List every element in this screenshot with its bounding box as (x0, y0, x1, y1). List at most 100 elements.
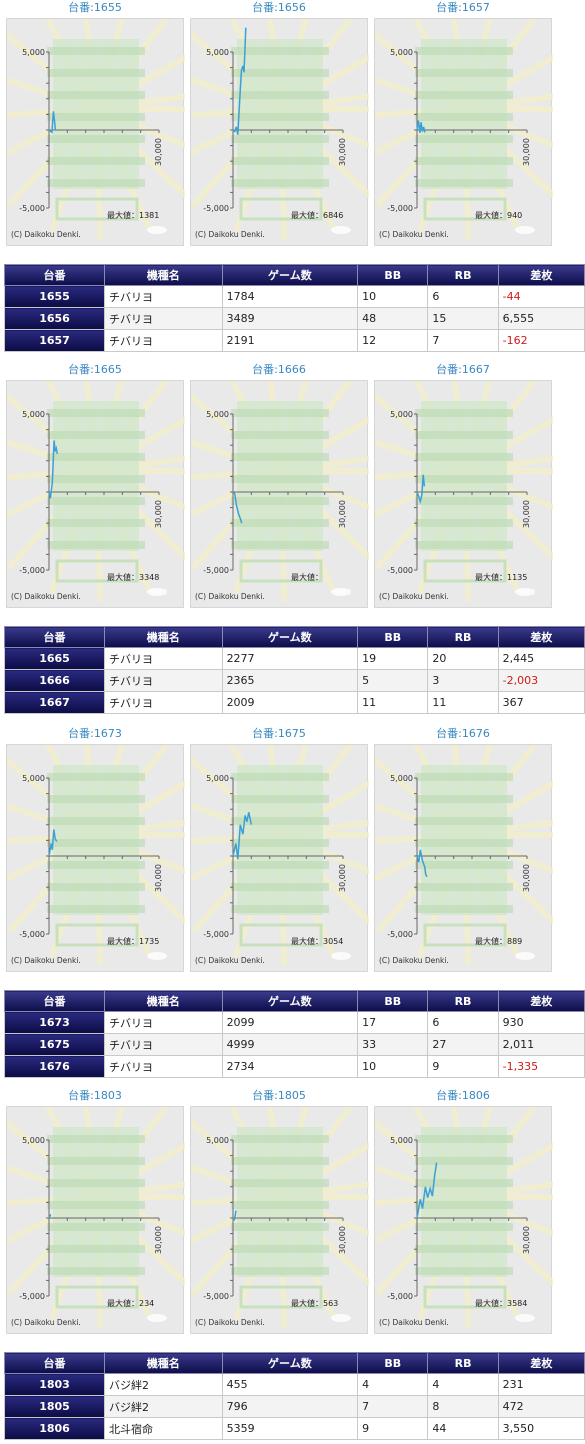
copyright-label: (C) Daikoku Denki. (195, 956, 265, 965)
chart-row: 台番:1655 5,000 -5,000 30,000 最大値：1381 (C) Daik… (0, 0, 585, 250)
chart-panel: 5,000 -5,000 30,000 最大値：3584 (C) Daikoku Den… (374, 1106, 553, 1334)
chart-panel: 5,000 -5,000 30,000 最大値：234 (C) Daikoku Denk… (6, 1106, 185, 1334)
axes (414, 51, 528, 209)
x-tick-label: 30,000 (338, 138, 347, 166)
table-cell: 7 (357, 1395, 429, 1418)
copyright-label: (C) Daikoku Denki. (379, 956, 449, 965)
column-header: ゲーム数 (221, 1352, 359, 1374)
results-table: 台番 機種名 ゲーム数 BB RB 差枚 1655 チバリヨ 1784 10 6 -44 1656 チバリ… (3, 264, 585, 352)
table-cell: チバリヨ (104, 1055, 223, 1078)
max-value-label: 最大値：563 (291, 1298, 338, 1308)
slump-chart: 台番:1675 5,000 -5,000 30,000 最大値：3054 (C) Daik… (187, 726, 371, 974)
results-table: 台番 機種名 ゲーム数 BB RB 差枚 1673 チバリヨ 2099 17 6 930 1675 チバリ… (3, 990, 585, 1078)
table-header-row: 台番 機種名 ゲーム数 BB RB 差枚 (3, 626, 585, 648)
table-cell: 12 (357, 329, 429, 352)
chart-row: 台番:1803 5,000 -5,000 30,000 最大値：234 (C) Daiko… (0, 1088, 585, 1338)
table-cell: -44 (497, 285, 585, 308)
table-cell: 4 (427, 1373, 499, 1396)
table-cell: 48 (357, 307, 429, 330)
y-tick-label: 5,000 (390, 410, 413, 419)
chart-svg: 5,000 -5,000 30,000 最大値：940 (C) Daikoku Denk… (375, 19, 553, 240)
chart-panel: 5,000 -5,000 30,000 最大値：1381 (C) Daikoku Den… (6, 18, 185, 246)
table-cell: 367 (497, 691, 585, 714)
max-value-label: 最大値：3054 (291, 936, 343, 946)
y-tick-label: -5,000 (19, 566, 45, 575)
y-tick-label: -5,000 (203, 566, 229, 575)
table-cell: 9 (427, 1055, 499, 1078)
table-cell: 6,555 (497, 307, 585, 330)
table-cell: チバリヨ (104, 647, 223, 670)
table-row: 1655 チバリヨ 1784 10 6 -44 (3, 285, 585, 308)
series-line (416, 849, 428, 878)
column-header: RB (427, 990, 499, 1012)
table-cell: 231 (497, 1373, 585, 1396)
chart-svg: 5,000 -5,000 30,000 最大値：234 (C) Daikoku Denk… (7, 1107, 185, 1328)
series-line (416, 1162, 438, 1219)
x-tick-label: 30,000 (154, 500, 163, 528)
table-cell: 6 (427, 1011, 499, 1034)
y-tick-label: -5,000 (203, 204, 229, 213)
x-tick-label: 30,000 (338, 1226, 347, 1254)
chart-svg: 5,000 -5,000 30,000 最大値：6846 (C) Daikoku Den… (191, 19, 369, 240)
chart-panel: 5,000 -5,000 30,000 最大値：6846 (C) Daikoku Den… (190, 18, 369, 246)
slump-chart: 台番:1666 5,000 -5,000 30,000 最大値： (C) Daikoku … (187, 362, 371, 610)
table-row: 1667 チバリヨ 2009 11 11 367 (3, 691, 585, 714)
chart-title: 台番:1805 (252, 1089, 306, 1102)
y-tick-label: -5,000 (387, 1292, 413, 1301)
table-row: 1656 チバリヨ 3489 48 15 6,555 (3, 307, 585, 330)
background-decoration (191, 381, 369, 602)
table-cell: 5 (357, 669, 429, 692)
slump-chart: 台番:1805 5,000 -5,000 30,000 最大値：563 (C) Daiko… (187, 1088, 371, 1336)
series-line (232, 27, 247, 135)
machine-number-cell: 1657 (3, 329, 106, 352)
y-tick-label: -5,000 (203, 930, 229, 939)
chart-title: 台番:1676 (436, 727, 490, 740)
table-cell: 455 (221, 1373, 359, 1396)
chart-row: 台番:1665 5,000 -5,000 30,000 最大値：3348 (C) Daik… (0, 362, 585, 612)
max-value-label: 最大値：3348 (107, 572, 159, 582)
column-header: BB (357, 1352, 429, 1374)
slump-chart: 台番:1656 5,000 -5,000 30,000 最大値：6846 (C) Daik… (187, 0, 371, 248)
table-row: 1803 バジ絆2 455 4 4 231 (3, 1373, 585, 1396)
chart-svg: 5,000 -5,000 30,000 最大値：1381 (C) Daikoku Den… (7, 19, 185, 240)
chart-svg: 5,000 -5,000 30,000 最大値：889 (C) Daikoku Denk… (375, 745, 553, 966)
table-cell: 27 (427, 1033, 499, 1056)
x-tick-label: 30,000 (522, 864, 531, 892)
chart-svg: 5,000 -5,000 30,000 最大値：3348 (C) Daikoku Den… (7, 381, 185, 602)
chart-panel: 5,000 -5,000 30,000 最大値：1735 (C) Daikoku Den… (6, 744, 185, 972)
chart-panel: 5,000 -5,000 30,000 最大値：940 (C) Daikoku Denk… (374, 18, 553, 246)
column-header: 台番 (3, 990, 106, 1012)
max-value-label: 最大値：1735 (107, 936, 159, 946)
series-line (48, 111, 57, 134)
chart-svg: 5,000 -5,000 30,000 最大値：563 (C) Daikoku Denk… (191, 1107, 369, 1328)
table-cell: チバリヨ (104, 329, 223, 352)
series-line (416, 474, 426, 505)
series-line (48, 440, 59, 499)
copyright-label: (C) Daikoku Denki. (11, 956, 81, 965)
table-cell: 2099 (221, 1011, 359, 1034)
max-value-label: 最大値：234 (107, 1298, 154, 1308)
y-tick-label: -5,000 (19, 204, 45, 213)
column-header: 機種名 (104, 990, 223, 1012)
table-cell: -1,335 (497, 1055, 585, 1078)
table-cell: 3489 (221, 307, 359, 330)
table-row: 1657 チバリヨ 2191 12 7 -162 (3, 329, 585, 352)
y-tick-label: 5,000 (206, 1136, 229, 1145)
slump-chart: 台番:1806 5,000 -5,000 30,000 最大値：3584 (C) Daik… (371, 1088, 555, 1336)
y-tick-label: 5,000 (206, 48, 229, 57)
table-row: 1666 チバリヨ 2365 5 3 -2,003 (3, 669, 585, 692)
x-tick-label: 30,000 (338, 864, 347, 892)
y-tick-label: 5,000 (22, 410, 45, 419)
background-decoration (7, 19, 185, 240)
column-header: RB (427, 264, 499, 286)
table-cell: 11 (357, 691, 429, 714)
chart-title: 台番:1656 (252, 1, 306, 14)
machine-number-cell: 1675 (3, 1033, 106, 1056)
results-table: 台番 機種名 ゲーム数 BB RB 差枚 1665 チバリヨ 2277 19 20 2,445 1666… (3, 626, 585, 714)
y-tick-label: 5,000 (390, 774, 413, 783)
y-tick-label: 5,000 (390, 48, 413, 57)
machine-number-cell: 1806 (3, 1417, 106, 1440)
column-header: 差枚 (497, 990, 585, 1012)
machine-number-cell: 1676 (3, 1055, 106, 1078)
table-cell: 9 (357, 1417, 429, 1440)
